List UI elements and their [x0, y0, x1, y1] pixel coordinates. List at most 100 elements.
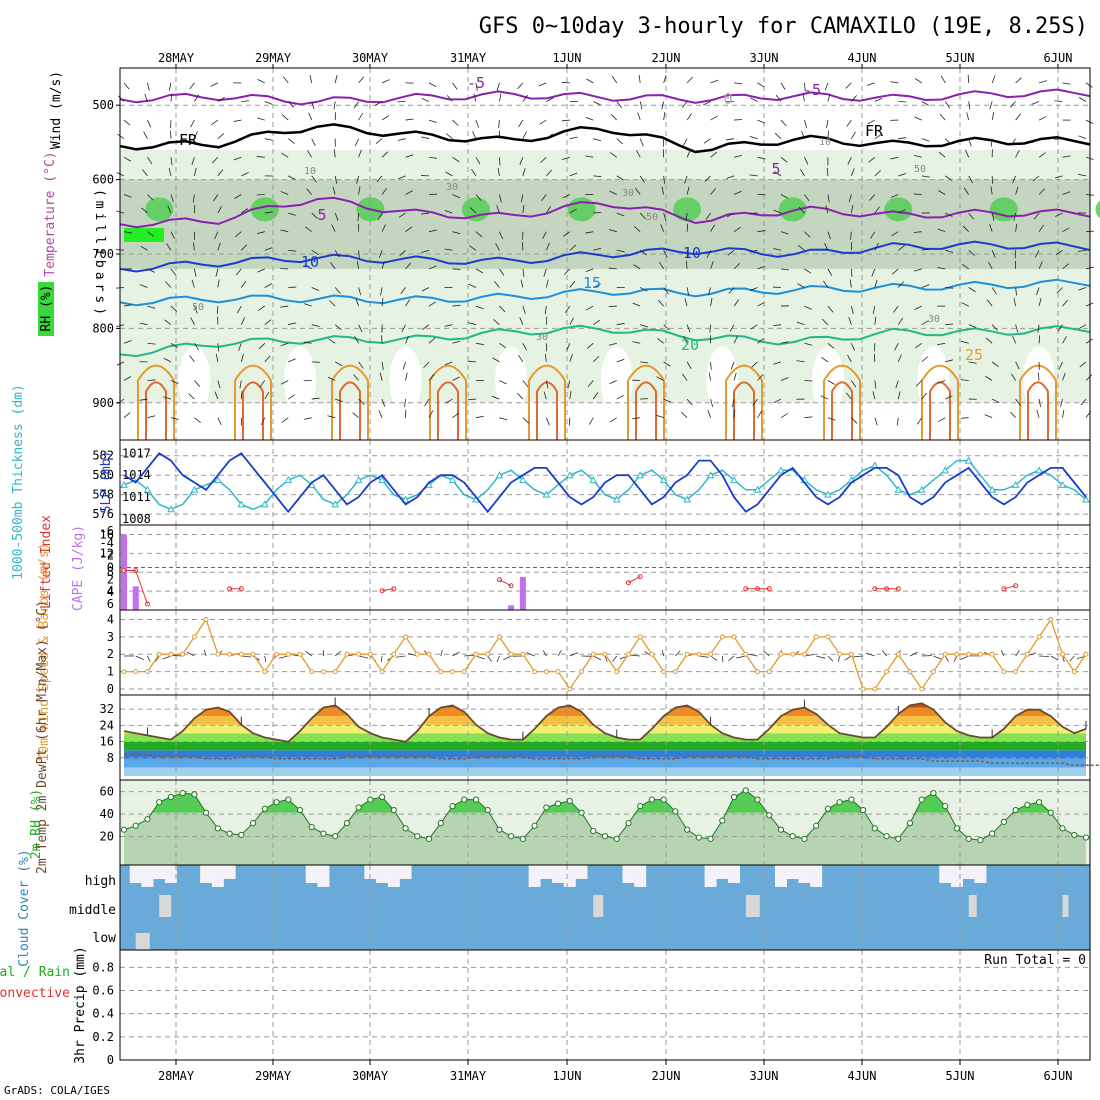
thickness-point	[1082, 495, 1090, 503]
li-tick-label: -4	[100, 536, 114, 550]
isotherm-5	[119, 196, 1091, 229]
wind-barb	[475, 157, 481, 165]
rh-point	[719, 817, 726, 824]
wind-barb	[867, 119, 876, 125]
date-label-top: 1JUN	[553, 51, 582, 65]
wind-barb	[334, 650, 342, 657]
wind-barb	[1038, 80, 1047, 84]
wind-barb	[960, 417, 969, 419]
warm-contour	[1019, 364, 1057, 440]
panel-frame	[119, 949, 1091, 1061]
wind-barb	[444, 210, 453, 214]
wind-barb	[797, 283, 805, 288]
ylabel-millibars: (millibars)	[92, 189, 107, 319]
rh-point	[566, 797, 573, 805]
wind-barb	[710, 151, 717, 158]
wind-barb	[656, 376, 664, 381]
wind-barb	[405, 190, 413, 195]
ylabel-slp: SLP (mb)	[99, 451, 114, 514]
wind-barb	[475, 655, 485, 660]
wind-barb	[446, 95, 453, 102]
wind-barb	[164, 319, 172, 325]
wind-barb	[217, 343, 220, 352]
wind-barb	[278, 655, 289, 659]
wind-barb	[639, 101, 643, 110]
thickness-point	[941, 466, 950, 474]
wind-barb	[960, 655, 969, 660]
wind-barb	[538, 82, 547, 87]
wind-barb	[661, 649, 665, 657]
wind-barb	[428, 373, 435, 381]
rh-patch	[989, 197, 1018, 222]
wind-barb	[467, 398, 476, 401]
thickness-point	[894, 485, 903, 493]
wind-speed-point	[274, 651, 280, 657]
wind-barb	[593, 283, 601, 288]
wind-barb	[355, 298, 360, 307]
wind-barb	[633, 226, 641, 232]
thickness-point	[401, 495, 410, 503]
wind-barb	[1062, 655, 1065, 662]
date-label-top: 2JUN	[652, 51, 681, 65]
wind-barb	[850, 205, 854, 214]
wind-speed-point	[989, 651, 995, 657]
wind-barb	[1054, 138, 1063, 140]
wind-barb	[354, 138, 359, 147]
wind-speed-point	[356, 651, 362, 657]
wind-barb	[311, 101, 315, 110]
wind-barb	[563, 231, 571, 237]
wind-barb	[616, 101, 623, 108]
cloud-level-label: middle	[69, 903, 116, 918]
wind-barb	[440, 649, 443, 657]
wind-barb	[288, 175, 296, 180]
wind-barb	[444, 324, 453, 327]
cloud-gap-high	[552, 865, 565, 883]
wind-barb	[639, 138, 644, 147]
wind-barb	[452, 82, 458, 90]
contour-label: 10	[819, 137, 831, 148]
wind-barb	[846, 119, 852, 127]
wind-barb	[848, 194, 852, 203]
wind-barb	[663, 287, 669, 295]
wind-barb	[522, 268, 525, 277]
wind-barb	[545, 242, 550, 251]
thickness-point	[284, 476, 293, 484]
wind-barb	[517, 82, 524, 90]
wind-barb	[844, 655, 852, 661]
y-tick-label: 580	[92, 468, 114, 482]
wind-barb	[780, 156, 788, 163]
wind-barb	[921, 392, 928, 400]
wind-barb	[733, 299, 740, 307]
wind-barb	[309, 74, 313, 83]
wind-barb	[518, 119, 524, 128]
y-tick-label: 0.8	[92, 960, 114, 974]
rh-point	[414, 833, 421, 840]
wind-barb	[663, 212, 667, 221]
wind-barb	[1015, 186, 1019, 195]
rh-point	[1082, 834, 1090, 841]
wind-barb	[733, 263, 741, 270]
wind-barb	[610, 152, 617, 158]
warm-contour	[331, 364, 369, 440]
rh-point	[261, 805, 268, 812]
wind-barb	[850, 231, 852, 240]
wind-barb	[561, 81, 570, 84]
wind-barb	[381, 335, 383, 344]
wind-barb	[847, 354, 852, 363]
rh-clear-patch	[495, 346, 528, 415]
wind-barb	[543, 268, 547, 277]
wind-barb	[402, 361, 406, 370]
rh-point	[402, 825, 409, 832]
thickness-point	[120, 480, 128, 488]
wind-barb	[851, 131, 856, 139]
thickness-point	[542, 490, 551, 498]
contour-label: -5	[467, 74, 485, 92]
wind-barb	[1015, 361, 1020, 370]
wind-barb	[1060, 398, 1063, 407]
wind-barb	[569, 208, 577, 214]
wind-barb	[264, 319, 272, 325]
precip-legend-total: Total / Rain	[0, 965, 70, 980]
rh-point	[343, 820, 351, 827]
rh-clear-patch	[706, 346, 739, 415]
wind-barb	[264, 101, 273, 105]
